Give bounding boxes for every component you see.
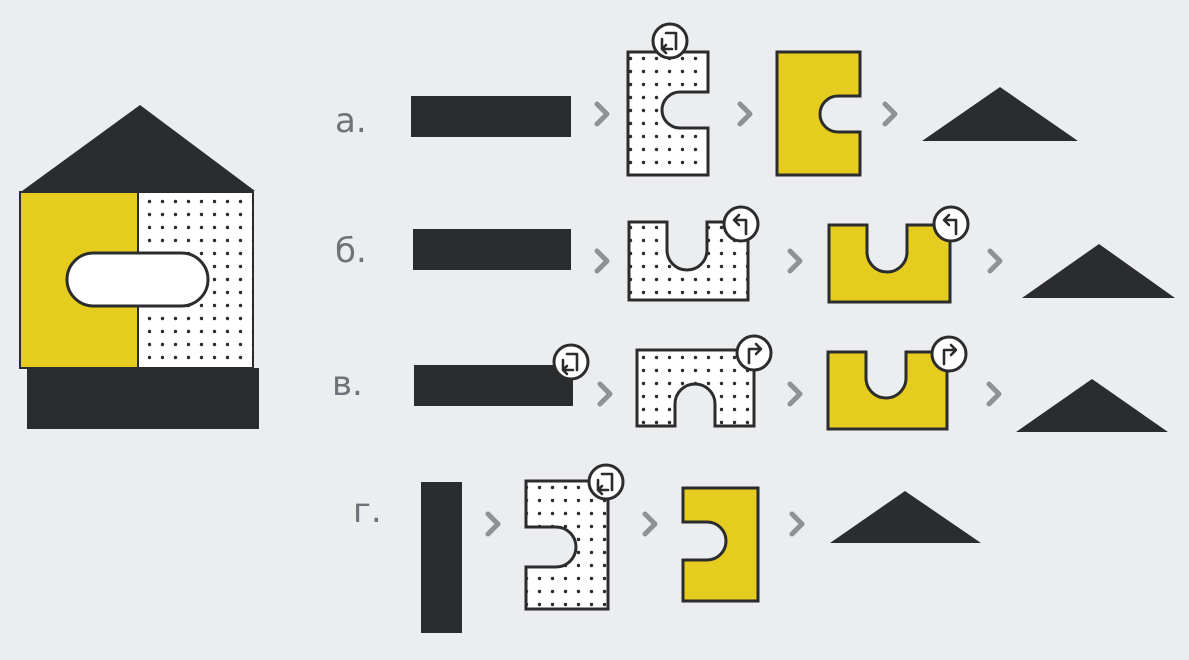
dark-triangle-piece bbox=[1022, 244, 1175, 298]
rotate-down-left-icon bbox=[587, 463, 625, 501]
chevron-right-icon bbox=[645, 514, 655, 534]
dotted-reverse-c-piece bbox=[524, 479, 610, 611]
row-a: а. bbox=[335, 22, 1078, 177]
row-g: г. bbox=[353, 463, 981, 633]
rotate-down-left-icon bbox=[552, 343, 590, 381]
chevron-right-icon bbox=[792, 514, 802, 534]
dark-triangle-piece bbox=[830, 491, 981, 543]
yellow-u-piece bbox=[826, 350, 949, 431]
chevron-right-icon bbox=[600, 384, 610, 404]
chevron-right-icon bbox=[790, 384, 800, 404]
dotted-c-piece bbox=[626, 50, 710, 177]
house-base bbox=[27, 368, 259, 429]
yellow-reverse-c-piece bbox=[681, 486, 760, 603]
row-label-g: г. bbox=[353, 491, 382, 531]
dotted-u-piece bbox=[627, 220, 750, 302]
row-v: в. bbox=[332, 334, 1168, 432]
house-window-hole bbox=[65, 251, 210, 308]
rotate-left-icon bbox=[932, 205, 970, 243]
yellow-u-piece bbox=[827, 223, 952, 304]
chevron-right-icon bbox=[885, 104, 895, 124]
chevron-right-icon bbox=[989, 384, 999, 404]
rotate-right-icon bbox=[735, 334, 773, 372]
chevron-right-icon bbox=[790, 251, 800, 271]
row-b: б. bbox=[335, 205, 1175, 304]
dotted-arch-piece bbox=[635, 348, 756, 428]
house-figure bbox=[19, 105, 259, 429]
rotate-right-icon bbox=[930, 335, 968, 373]
chevron-right-icon bbox=[740, 104, 750, 124]
dark-triangle-piece bbox=[922, 87, 1078, 141]
house-roof bbox=[22, 105, 255, 191]
chevron-right-icon bbox=[597, 251, 607, 271]
chevron-right-icon bbox=[990, 251, 1000, 271]
yellow-c-piece bbox=[775, 50, 862, 177]
dark-vertical-bar-piece bbox=[421, 482, 462, 633]
dark-bar-piece bbox=[413, 229, 571, 270]
rotate-down-left-icon bbox=[651, 22, 689, 60]
row-label-b: б. bbox=[335, 231, 367, 271]
rotate-left-icon bbox=[722, 205, 760, 243]
chevron-right-icon bbox=[488, 514, 498, 534]
row-label-v: в. bbox=[332, 364, 363, 404]
dark-bar-piece bbox=[414, 365, 573, 406]
dark-bar-piece bbox=[411, 96, 571, 137]
row-label-a: а. bbox=[335, 101, 367, 141]
dark-triangle-piece bbox=[1016, 379, 1168, 432]
chevron-right-icon bbox=[597, 104, 607, 124]
